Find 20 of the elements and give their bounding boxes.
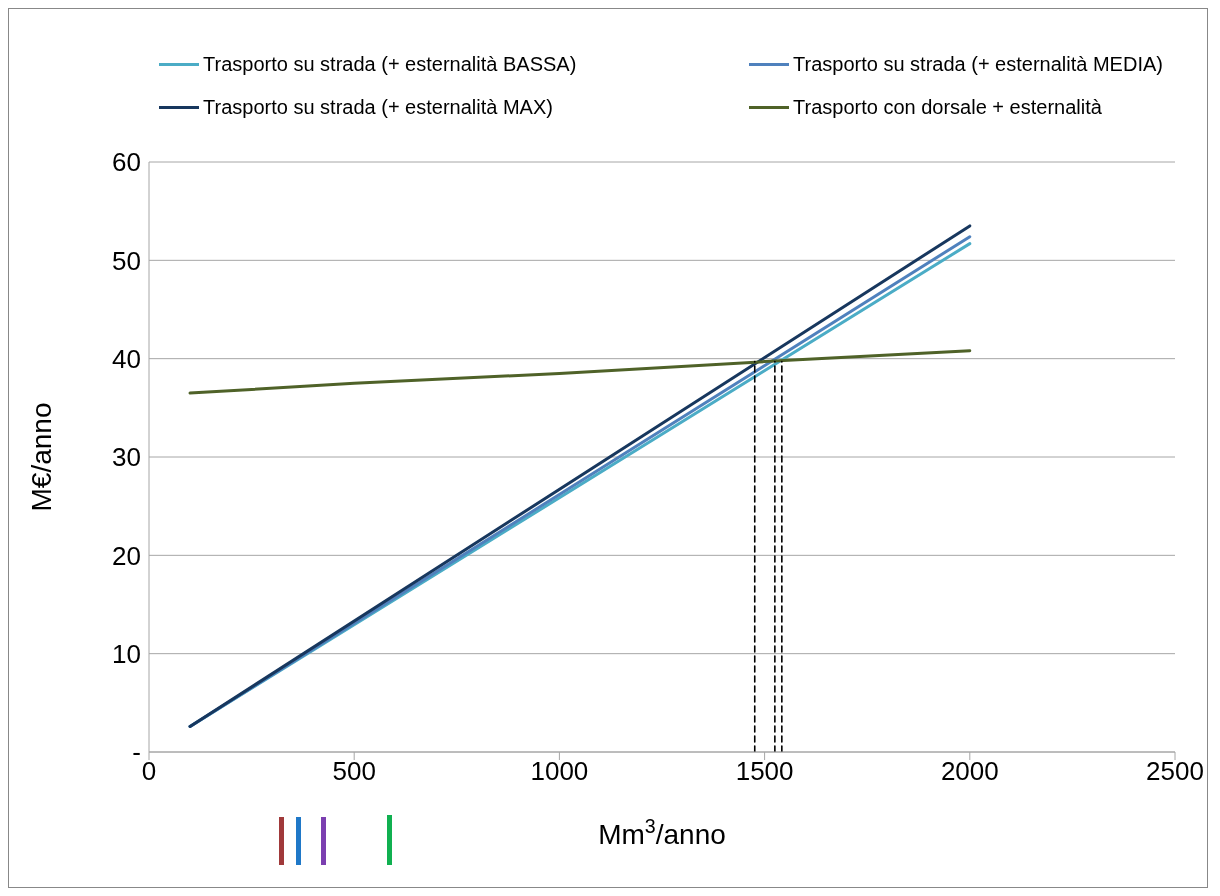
x-tick-label: 2000: [940, 756, 999, 787]
x-axis-title: Mm$^{3}$/anno: [598, 815, 726, 850]
legend-label: Trasporto su strada (+ esternalità MAX): [203, 96, 553, 119]
y-axis-title: M€/anno: [26, 402, 57, 512]
x-tick-label: 2500: [1146, 756, 1204, 787]
y-tick-label: 40: [112, 343, 141, 374]
y-tick-label: 30: [112, 442, 141, 473]
x-tick-label: 1000: [530, 756, 589, 787]
y-tick-label: -: [132, 737, 141, 768]
x-tick-label: 1500: [735, 756, 794, 787]
x-tick-label: 500: [332, 756, 376, 787]
legend-label: Trasporto su strada (+ esternalità MEDIA): [793, 53, 1163, 76]
line-series: [188, 349, 972, 395]
y-tick-label: 20: [112, 540, 141, 571]
legend-label: Trasporto con dorsale + esternalità: [793, 96, 1102, 119]
y-tick-label: 60: [112, 147, 141, 178]
y-tick-label: 10: [112, 638, 141, 669]
y-tick-label: 50: [112, 245, 141, 276]
legend-label: Trasporto su strada (+ esternalità BASSA): [203, 53, 577, 76]
x-tick-label: 0: [141, 756, 157, 787]
